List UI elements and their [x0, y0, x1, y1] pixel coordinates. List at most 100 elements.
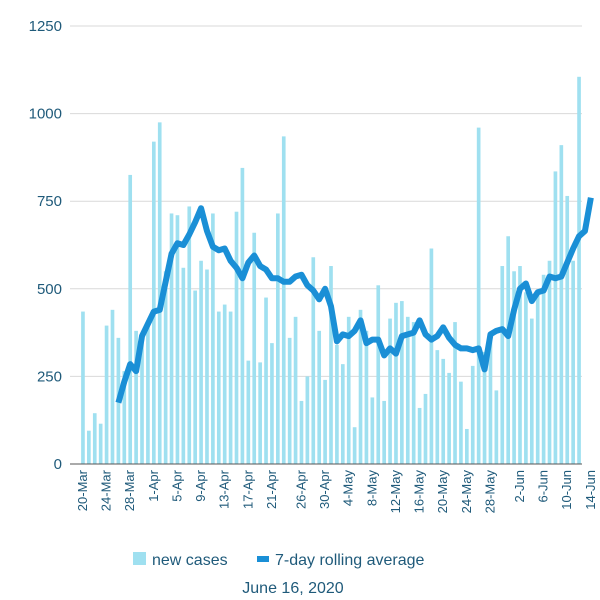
y-tick-label: 500: [37, 281, 62, 298]
bar-new-cases: [340, 364, 345, 464]
x-tick-label: 24-May: [459, 470, 474, 514]
legend-label-new-cases: new cases: [152, 552, 228, 569]
bar-new-cases: [98, 423, 103, 464]
bar-new-cases: [447, 372, 451, 464]
bar-new-cases: [346, 316, 351, 464]
bar-new-cases: [488, 341, 493, 464]
bar-new-cases: [494, 390, 499, 464]
legend-swatch-new-cases: [133, 552, 146, 565]
bar-new-cases: [541, 274, 546, 464]
bar-new-cases: [240, 167, 245, 465]
bar-new-cases: [565, 195, 570, 464]
bar-new-cases: [529, 318, 534, 464]
bar-new-cases: [518, 266, 522, 464]
bar-new-cases: [417, 407, 422, 464]
bar-new-cases: [169, 213, 174, 464]
bar-new-cases: [423, 393, 428, 464]
x-tick-label: 16-May: [412, 470, 427, 514]
bar-new-cases: [228, 311, 233, 464]
bar-new-cases: [506, 236, 511, 464]
bar-new-cases: [287, 337, 292, 464]
x-tick-label: 30-Apr: [317, 469, 332, 509]
bar-new-cases: [453, 322, 457, 464]
bar-new-cases: [547, 260, 552, 464]
x-tick-label: 26-Apr: [293, 469, 308, 509]
bar-new-cases: [465, 428, 469, 464]
x-tick-label: 4-May: [341, 470, 356, 507]
chart-caption: June 16, 2020: [242, 580, 344, 597]
bar-new-cases: [559, 145, 564, 465]
x-tick-label: 20-Mar: [75, 469, 90, 511]
x-tick-label: 5-Apr: [169, 469, 184, 501]
x-tick-label: 28-Mar: [122, 469, 137, 511]
bar-new-cases: [299, 400, 304, 464]
bar-new-cases: [234, 211, 239, 464]
bar-new-cases: [370, 397, 375, 464]
bar-new-cases: [388, 318, 392, 464]
y-tick-label: 250: [37, 368, 62, 385]
bar-new-cases: [140, 343, 144, 464]
bar-series-new-cases: [81, 76, 581, 465]
bar-new-cases: [81, 311, 85, 464]
x-tick-label: 1-Apr: [146, 469, 161, 501]
bar-new-cases: [405, 316, 410, 464]
bar-new-cases: [470, 365, 475, 464]
bar-new-cases: [270, 343, 274, 464]
bar-new-cases: [441, 358, 446, 464]
x-tick-label: 12-May: [388, 470, 403, 514]
bar-new-cases: [216, 311, 221, 464]
line-series-rolling-average: [115, 197, 594, 404]
x-tick-label: 21-Apr: [264, 469, 279, 509]
x-tick-label: 20-May: [435, 470, 450, 514]
bar-new-cases: [199, 260, 203, 464]
bar-new-cases: [187, 206, 192, 464]
bar-new-cases: [181, 267, 186, 464]
legend: new cases 7-day rolling average: [133, 552, 425, 569]
bar-new-cases: [411, 322, 416, 464]
bar-new-cases: [134, 330, 138, 464]
bar-new-cases: [335, 344, 339, 464]
bar-new-cases: [429, 248, 434, 464]
x-tick-label: 8-May: [364, 470, 379, 507]
bar-new-cases: [293, 316, 298, 464]
bar-new-cases: [311, 257, 316, 464]
bar-new-cases: [317, 330, 322, 464]
x-tick-label: 2-Jun: [512, 470, 527, 503]
bar-new-cases: [382, 400, 386, 464]
legend-label-rolling-average: 7-day rolling average: [275, 552, 425, 569]
x-tick-label: 28-May: [482, 470, 497, 514]
bar-new-cases: [482, 351, 487, 464]
bar-new-cases: [193, 290, 197, 464]
bar-new-cases: [175, 215, 180, 464]
bar-new-cases: [151, 141, 156, 464]
bar-new-cases: [571, 260, 575, 464]
x-axis-ticks: 20-Mar 24-Mar 28-Mar 1-Apr 5-Apr 9-Apr 13-Apr 1…: [75, 469, 598, 513]
bar-new-cases: [258, 362, 262, 464]
y-tick-label: 1250: [29, 18, 62, 35]
y-tick-label: 1000: [29, 106, 62, 123]
bar-new-cases: [364, 330, 369, 464]
bar-new-cases: [476, 127, 481, 464]
x-tick-label: 6-Jun: [536, 470, 551, 503]
bar-new-cases: [163, 271, 168, 464]
bar-new-cases: [122, 371, 127, 464]
bar-new-cases: [500, 266, 505, 464]
bar-new-cases: [211, 213, 215, 464]
bar-new-cases: [553, 171, 558, 464]
bar-new-cases: [205, 269, 209, 464]
bar-new-cases: [146, 325, 150, 464]
bar-new-cases: [110, 309, 115, 464]
y-tick-label: 750: [37, 193, 62, 210]
bar-new-cases: [459, 381, 463, 464]
bar-new-cases: [435, 350, 440, 464]
x-tick-label: 10-Jun: [559, 470, 574, 510]
x-tick-label: 14-Jun: [583, 470, 598, 510]
y-axis-ticks: 0 250 500 750 1000 1250: [29, 18, 62, 473]
bar-new-cases: [524, 292, 528, 464]
x-tick-label: 17-Apr: [240, 469, 255, 509]
bar-new-cases: [222, 304, 227, 464]
bar-new-cases: [376, 285, 381, 464]
bar-new-cases: [246, 360, 251, 464]
